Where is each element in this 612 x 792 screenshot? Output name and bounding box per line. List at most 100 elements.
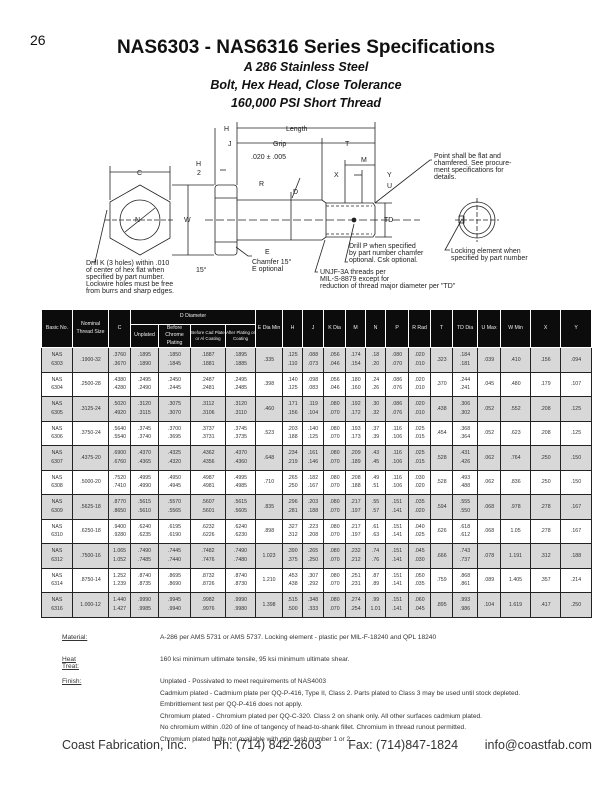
table-cell: NAS 6309 xyxy=(41,494,73,520)
cell-value: .167 xyxy=(570,528,582,535)
cell-value: .076 xyxy=(391,409,403,416)
cell-value: .5610 xyxy=(138,507,151,514)
table-row: NAS 6304 .2500-28 .4380 .4280 .2495 .2490 .2450… xyxy=(41,371,593,397)
cell-value: .3070 xyxy=(168,409,181,416)
dim-label-h2-num: H xyxy=(196,161,201,168)
cell-value: .20 xyxy=(371,360,380,367)
table-cell: .167 xyxy=(560,494,593,520)
table-cell: .140 .125 xyxy=(282,371,304,397)
cell-value: .050 xyxy=(414,572,425,579)
cell-value: .192 xyxy=(350,401,361,408)
cell-value: .4995 xyxy=(234,474,248,481)
cell-value: .080 xyxy=(329,450,340,457)
table-cell: .080.070 xyxy=(323,396,347,422)
cell-value: .141 xyxy=(391,532,403,539)
table-cell: .156 xyxy=(530,347,562,373)
cell-value: .223 xyxy=(307,523,319,530)
cell-value: .493 xyxy=(459,474,471,481)
table-cell: .5020.4920 xyxy=(108,396,131,422)
cell-value: 1.619 xyxy=(509,601,523,608)
table-cell: .080.070 xyxy=(323,420,347,446)
cell-value: .141 xyxy=(391,605,403,612)
cell-value: .070 xyxy=(329,483,340,490)
table-cell: .116.106 xyxy=(385,445,410,471)
footer-company: Coast Fabrication, Inc. xyxy=(62,738,188,752)
cell-value: .107 xyxy=(570,381,582,388)
cell-value: .080 xyxy=(329,597,340,604)
table-cell: .5000-20 xyxy=(72,469,109,495)
cell-value: 1.052 xyxy=(113,556,126,563)
cell-value: .052 xyxy=(483,430,495,437)
cell-value: .188 xyxy=(350,483,361,490)
cell-value: .3740 xyxy=(138,434,151,441)
table-row: NAS 6308 .5000-20 .7520 .7410 .4995 .4990 .4950… xyxy=(41,469,593,495)
table-cell: .528 xyxy=(430,469,454,495)
cell-value: 6303 xyxy=(51,360,63,367)
cell-value: .080 xyxy=(329,401,340,408)
cell-value: .188 xyxy=(307,507,319,514)
cell-value: .4380 xyxy=(113,376,126,383)
table-cell: .4987 .4981 xyxy=(190,469,226,495)
cell-value: .3670 xyxy=(113,360,126,367)
table-cell: .3700 .3695 xyxy=(158,420,191,446)
footer: Coast Fabrication, Inc. Ph: (714) 842-26… xyxy=(62,738,592,752)
cell-value: .390 xyxy=(287,548,298,555)
cell-value: .500 xyxy=(287,605,298,612)
cell-value: 1.239 xyxy=(113,581,126,588)
cell-value: .7500-16 xyxy=(80,552,101,559)
cell-value: .8726 xyxy=(201,581,215,588)
cell-value: .312 xyxy=(540,552,551,559)
note-line: Drill K (3 holes) within .010 xyxy=(86,260,169,267)
note-text: Unplated - Possivated to meet requiremen… xyxy=(160,678,327,685)
col-x: X xyxy=(530,310,562,348)
cell-value: .453 xyxy=(287,572,298,579)
table-cell: .7490.7485 xyxy=(130,543,159,569)
note-line: reduction of thread major diameter per "… xyxy=(320,283,456,290)
table-cell: .234.219 xyxy=(282,445,304,471)
table-cell: .080.070 xyxy=(323,592,347,618)
cell-value: .1895 xyxy=(138,352,151,359)
cell-value: .9400 xyxy=(113,523,126,530)
cell-value: .5540 xyxy=(113,434,126,441)
cell-value: .61 xyxy=(371,523,380,530)
footer-email[interactable]: info@coastfab.com xyxy=(484,738,592,752)
cell-value: .4990 xyxy=(138,483,151,490)
cell-value: .080 xyxy=(391,352,403,359)
cell-value: .010 xyxy=(414,385,425,392)
cell-value: .5601 xyxy=(201,507,215,514)
cell-value: .3112 xyxy=(201,401,215,408)
table-row: NAS 6306 .3750-24 .5640 .5540 .3745 .3740 .3700… xyxy=(41,420,593,446)
table-row: NAS 6309.5625-18.8770.8650.5615.5610.5570… xyxy=(41,494,593,520)
cell-value: .4325 xyxy=(168,450,181,457)
table-cell: .119.104 xyxy=(302,396,325,422)
table-cell: .250 xyxy=(530,469,562,495)
bolt-drawing: C N W H J H 2 Length Grip .020 ± .005 R … xyxy=(86,122,528,295)
table-cell: .43.45 xyxy=(365,445,387,471)
table-row: NAS 6307.4375-20.6900.6760.4370.4365.4325… xyxy=(41,445,593,471)
table-cell: .3750-24 xyxy=(72,420,109,446)
table-cell: .5625-18 xyxy=(72,494,109,520)
cell-value: .1890 xyxy=(138,360,151,367)
cell-value: .045 xyxy=(483,381,495,388)
dim-label-h2-den: 2 xyxy=(197,170,201,177)
footer-fax: Fax: (714)847-1824 xyxy=(348,738,459,752)
cell-value: .438 xyxy=(287,581,298,588)
col-basic: Basic No. xyxy=(41,310,73,348)
cell-value: .898 xyxy=(263,528,275,535)
cell-value: .020 xyxy=(414,352,425,359)
cell-value: .151 xyxy=(391,572,403,579)
cell-value: .151 xyxy=(391,597,403,604)
cell-value: .3745 xyxy=(138,425,151,432)
col-m: M xyxy=(345,310,367,348)
table-cell: .835 xyxy=(255,494,284,520)
cell-value: .188 xyxy=(287,434,298,441)
table-cell: .8740 .8735 xyxy=(130,567,159,593)
table-cell: .398 xyxy=(255,371,284,397)
cell-value: .4981 xyxy=(201,483,215,490)
table-cell: .193 .173 xyxy=(345,420,367,446)
cell-value: .5000-20 xyxy=(80,479,101,486)
cell-value: .250 xyxy=(307,556,319,563)
note-text: No chromium within .020 of line of tange… xyxy=(160,724,467,731)
cell-value: .025 xyxy=(414,425,425,432)
dim-label-grip: Grip xyxy=(273,141,286,148)
